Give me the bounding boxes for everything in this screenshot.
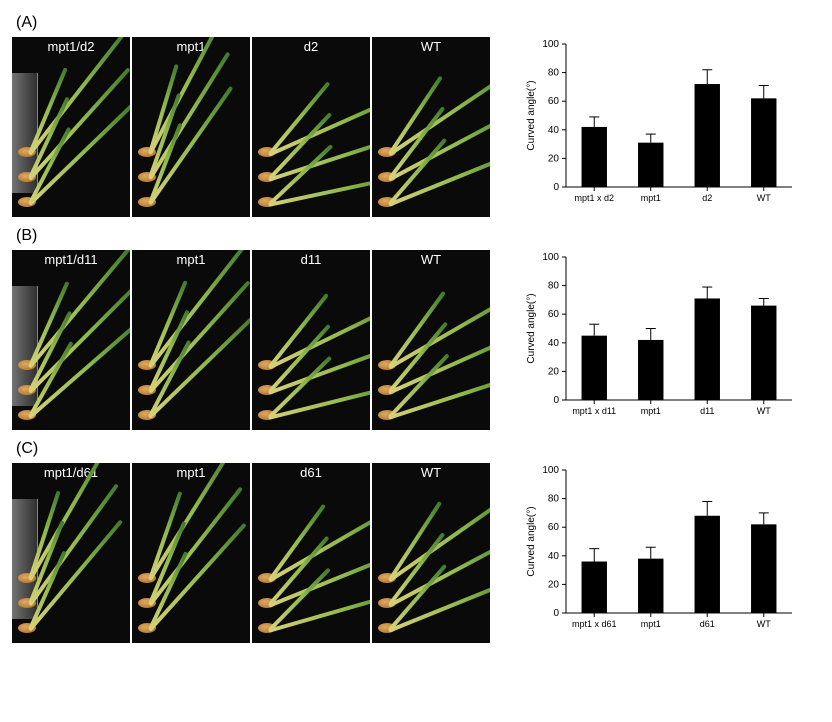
chart-wrap: 0 20 40 60 80 100 Curved angle(°) mpt1 x d2 mpt1… [520, 34, 800, 219]
ytick-label: 60 [548, 309, 560, 320]
seedling-leaf [148, 37, 224, 155]
photo-label: WT [372, 39, 490, 54]
bar [751, 98, 776, 187]
seedling-photo: d2 [252, 37, 370, 217]
panel-label: (A) [16, 14, 820, 32]
bar [695, 516, 720, 613]
photo-label: d11 [252, 252, 370, 267]
photo-label: WT [372, 465, 490, 480]
bar [638, 143, 663, 187]
bar [582, 127, 607, 187]
seedling-photo: mpt1/d2 [12, 37, 130, 217]
category-label: mpt1 x d2 [574, 193, 614, 203]
panel-label: (C) [16, 440, 820, 458]
ytick-label: 80 [548, 68, 560, 79]
photo-strip: mpt1/d61mpt1d61WT [12, 463, 490, 643]
photo-label: mpt1/d61 [12, 465, 130, 480]
ytick-label: 20 [548, 579, 560, 590]
ytick-label: 60 [548, 522, 560, 533]
photo-label: d61 [252, 465, 370, 480]
category-label: mpt1 [641, 619, 661, 629]
panel-label: (B) [16, 227, 820, 245]
bar [582, 562, 607, 613]
ytick-label: 40 [548, 551, 560, 562]
seedling-photo: mpt1/d61 [12, 463, 130, 643]
photo-strip: mpt1/d11mpt1d11WT [12, 250, 490, 430]
y-axis-label: Curved angle(°) [526, 293, 537, 363]
seedling-photo: mpt1 [132, 250, 250, 430]
ytick-label: 0 [553, 608, 559, 619]
chart-wrap: 0 20 40 60 80 100 Curved angle(°) mpt1 x d61 mpt… [520, 460, 800, 645]
photo-label: mpt1 [132, 465, 250, 480]
ytick-label: 100 [542, 252, 559, 263]
panel-row: mpt1/d2mpt1d2WT020406080100Curved angle(… [12, 34, 820, 219]
category-label: mpt1 [641, 193, 661, 203]
seedling-photo: mpt1 [132, 463, 250, 643]
bar-chart: 0 20 40 60 80 100 Curved angle(°) mpt1 x d2 mpt1… [520, 34, 800, 219]
seedling-leaf [268, 589, 370, 632]
ytick-label: 80 [548, 281, 560, 292]
panel-row: mpt1/d11mpt1d11WT020406080100Curved angl… [12, 247, 820, 432]
bar-chart: 0 20 40 60 80 100 Curved angle(°) mpt1 x d11 mpt… [520, 247, 800, 432]
category-label: WT [757, 406, 771, 416]
category-label: d2 [702, 193, 712, 203]
seedling-photo: d61 [252, 463, 370, 643]
seedling-photo: WT [372, 463, 490, 643]
seedling-leaf [148, 463, 234, 581]
seedling-photo: WT [372, 37, 490, 217]
photo-label: WT [372, 252, 490, 267]
category-label: mpt1 x d11 [572, 406, 616, 416]
bar [751, 306, 776, 400]
seedling-photo: d11 [252, 250, 370, 430]
ytick-label: 100 [542, 465, 559, 476]
ytick-label: 0 [553, 395, 559, 406]
photo-strip: mpt1/d2mpt1d2WT [12, 37, 490, 217]
photo-label: mpt1 [132, 39, 250, 54]
ytick-label: 20 [548, 153, 560, 164]
figure-root: (A)mpt1/d2mpt1d2WT020406080100Curved ang… [12, 14, 820, 645]
ytick-label: 40 [548, 125, 560, 136]
category-label: d61 [700, 619, 715, 629]
ytick-label: 60 [548, 96, 560, 107]
bar [582, 336, 607, 400]
seedling-leaf [148, 250, 247, 368]
ytick-label: 40 [548, 338, 560, 349]
bar [751, 524, 776, 613]
chart-wrap: 0 20 40 60 80 100 Curved angle(°) mpt1 x d11 mpt… [520, 247, 800, 432]
bar [695, 298, 720, 400]
ytick-label: 100 [542, 39, 559, 50]
seedling-photo: mpt1/d11 [12, 250, 130, 430]
seedling-photo: mpt1 [132, 37, 250, 217]
y-axis-label: Curved angle(°) [526, 506, 537, 576]
y-axis-label: Curved angle(°) [526, 80, 537, 150]
ytick-label: 80 [548, 494, 560, 505]
bar [638, 340, 663, 400]
seedling-leaf [388, 371, 490, 419]
seedling-leaf [28, 37, 127, 155]
ytick-label: 0 [553, 182, 559, 193]
category-label: mpt1 x d61 [572, 619, 617, 629]
photo-label: d2 [252, 39, 370, 54]
bar-chart: 0 20 40 60 80 100 Curved angle(°) mpt1 x d61 mpt… [520, 460, 800, 645]
seedling-leaf [28, 463, 109, 581]
category-label: mpt1 [641, 406, 661, 416]
category-label: WT [757, 619, 771, 629]
panel-row: mpt1/d61mpt1d61WT020406080100Curved angl… [12, 460, 820, 645]
category-label: WT [757, 193, 771, 203]
ytick-label: 20 [548, 366, 560, 377]
category-label: d11 [700, 406, 714, 416]
seedling-photo: WT [372, 250, 490, 430]
bar [638, 559, 663, 613]
bar [695, 84, 720, 187]
